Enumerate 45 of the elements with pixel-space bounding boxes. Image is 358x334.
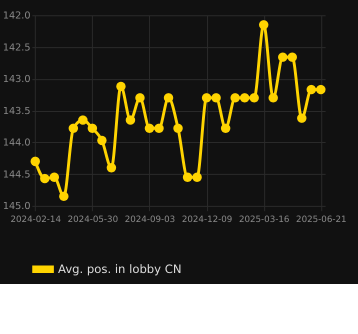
point <box>164 93 174 103</box>
point <box>268 93 278 103</box>
point <box>173 124 183 134</box>
point <box>211 93 221 103</box>
y-tick-label: 143.0 <box>2 74 30 86</box>
y-tick-label: 142.5 <box>2 42 30 54</box>
point <box>230 93 240 103</box>
x-tick-label: 2024-09-03 <box>124 214 176 225</box>
x-tick-label: 2024-02-14 <box>10 214 62 225</box>
point <box>106 163 116 172</box>
point <box>154 124 164 134</box>
point <box>202 93 212 103</box>
x-tick-label: 2024-05-30 <box>68 214 118 225</box>
point <box>240 93 250 103</box>
point <box>78 115 88 125</box>
point <box>135 93 145 103</box>
y-tick-label: 144.5 <box>2 169 30 180</box>
point <box>30 156 40 166</box>
point <box>182 172 192 182</box>
point <box>297 113 306 123</box>
point <box>97 136 107 146</box>
point <box>278 52 288 62</box>
point <box>192 172 202 182</box>
point <box>316 84 326 94</box>
point <box>88 124 98 134</box>
x-tick-label: 2025-06-21 <box>296 214 347 225</box>
x-tick-label: 2025-03-16 <box>238 214 290 225</box>
point <box>116 82 126 92</box>
point <box>220 124 230 134</box>
legend-label: Avg. pos. in lobby CN <box>58 262 182 276</box>
point <box>68 124 78 134</box>
point <box>258 20 268 30</box>
x-tick-label: 2024-12-09 <box>182 214 232 225</box>
point <box>249 93 259 103</box>
y-tick-label: 143.5 <box>2 106 30 117</box>
y-tick-label: 144.0 <box>2 138 30 149</box>
point <box>126 115 136 125</box>
point <box>50 172 60 182</box>
point <box>306 84 316 94</box>
point <box>144 124 154 134</box>
point <box>288 52 297 62</box>
point <box>59 192 69 202</box>
y-tick-label: 145.0 <box>2 201 30 212</box>
point <box>40 174 50 184</box>
y-tick-label: 142.0 <box>2 10 30 22</box>
